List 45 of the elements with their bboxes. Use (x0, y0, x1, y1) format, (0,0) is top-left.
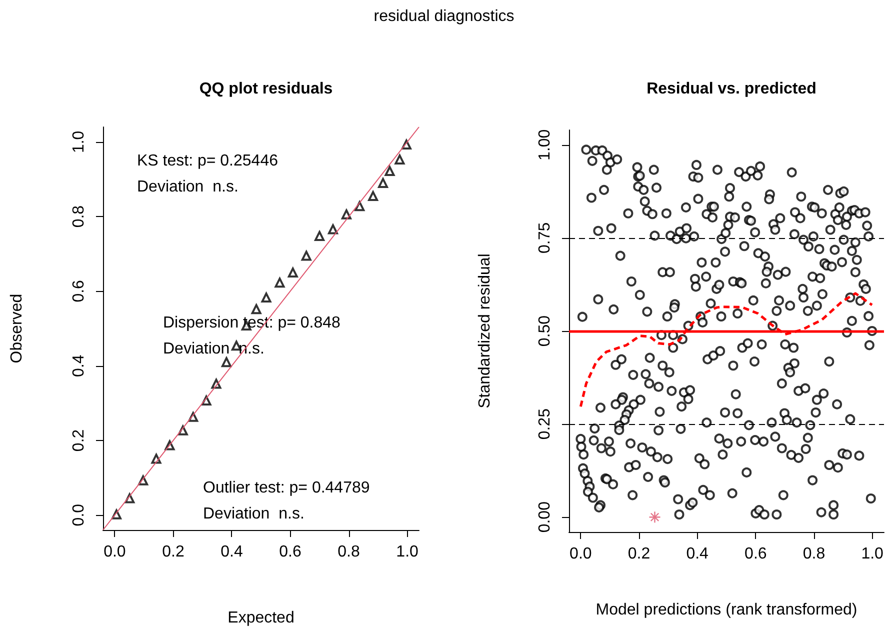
x-tick-label: 0.6 (744, 546, 767, 562)
y-tick-label: 0.8 (70, 205, 88, 228)
point (314, 230, 325, 241)
y-axis-title: Observed (8, 294, 26, 364)
y-tick-label: 0.4 (70, 354, 88, 377)
y-tick-label: 1.00 (536, 129, 554, 160)
point (354, 201, 365, 212)
y-tick-label: 1.0 (70, 130, 88, 154)
x-axis-title: Model predictions (rank transformed) (596, 602, 858, 618)
y-tick-label: 0.75 (536, 222, 554, 254)
y-tick-label: 0.6 (70, 280, 88, 302)
text: residual diagnostics (374, 8, 514, 26)
point (288, 268, 298, 278)
y-tick-label: 0.00 (536, 501, 554, 533)
annotation: KS test: p= 0.25446 Deviation n.s. (137, 152, 278, 196)
x-tick-label: 1.0 (396, 544, 419, 560)
point (328, 224, 338, 234)
x-tick-label: 0.0 (570, 546, 592, 562)
x-tick-label: 0.4 (686, 546, 709, 562)
x-tick-label: 0.8 (338, 544, 360, 560)
point (261, 292, 272, 303)
point (394, 154, 405, 164)
point (384, 166, 395, 176)
point (221, 357, 232, 368)
x-tick-label: 0.4 (220, 544, 243, 560)
y-tick-label: 0.2 (70, 429, 88, 452)
y-axis-title: Standardized residual (476, 254, 494, 408)
annotation: Outlier test: p= 0.44789 Deviation n.s. (203, 480, 370, 522)
point (368, 191, 378, 202)
point (274, 278, 285, 288)
x-tick-label: 0.2 (628, 546, 650, 562)
x-tick-label: 0.2 (162, 544, 184, 560)
point (301, 250, 312, 261)
chart-title: Residual vs. predicted (646, 80, 816, 98)
y-tick-label: 0.50 (536, 315, 554, 347)
x-axis-title: Expected (228, 610, 294, 626)
point (378, 178, 388, 188)
x-tick-label: 1.0 (861, 546, 884, 562)
point (251, 304, 262, 314)
y-tick-label: 0.0 (70, 504, 88, 526)
x-tick-label: 0.6 (279, 544, 302, 560)
x-tick-label: 0.8 (802, 546, 826, 562)
y-tick-label: 0.25 (536, 408, 554, 440)
chart-title: QQ plot residuals (199, 80, 333, 98)
x-tick-label: 0.0 (104, 544, 126, 560)
